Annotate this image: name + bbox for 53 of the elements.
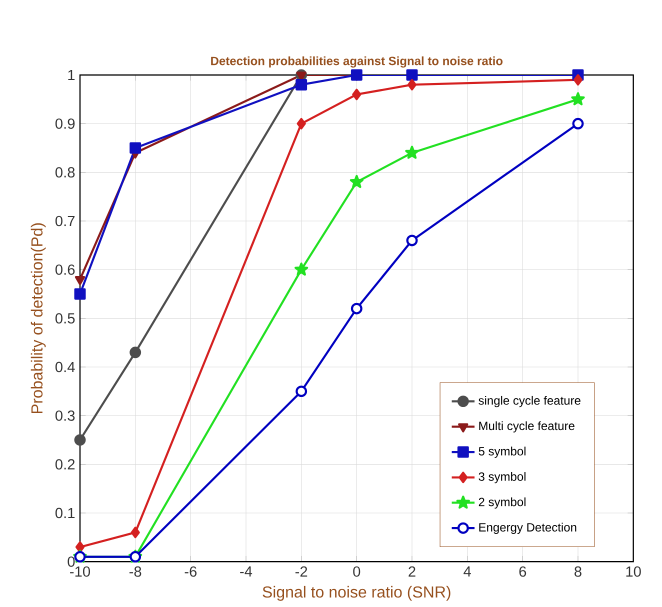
legend-label: 3 symbol <box>478 472 526 484</box>
legend-label: 5 symbol <box>478 446 526 458</box>
x-axis-title: Signal to noise ratio (SNR) <box>262 586 450 601</box>
chart-title: Detection probabilities against Signal to noise ratio <box>211 56 503 68</box>
x-tick-label: 2 <box>408 566 416 577</box>
y-tick-label: 0.5 <box>55 313 75 324</box>
y-tick-label: 0.3 <box>55 410 75 421</box>
legend-label: 2 symbol <box>478 497 526 509</box>
legend-label: single cycle feature <box>478 396 580 408</box>
point <box>352 88 362 100</box>
point <box>406 234 418 246</box>
x-tick-label: -4 <box>240 566 252 576</box>
point <box>294 262 308 276</box>
x-tick-label: 6 <box>519 566 526 577</box>
point <box>130 142 142 154</box>
point <box>407 78 417 90</box>
point <box>350 174 364 188</box>
y-axis-title: Probability of detection(Pd) <box>30 223 46 414</box>
point <box>571 92 585 106</box>
y-tick-label: 0 <box>68 556 75 567</box>
x-tick-label: 0 <box>353 566 360 577</box>
point <box>350 69 362 81</box>
y-tick-label: 0.8 <box>55 167 75 178</box>
point <box>405 146 419 159</box>
point <box>74 434 86 446</box>
x-tick-label: 4 <box>464 566 471 576</box>
legend-label: Multi cycle feature <box>479 421 574 432</box>
point <box>74 288 86 300</box>
x-tick-label: -8 <box>129 566 142 577</box>
point <box>296 118 306 130</box>
point <box>573 74 583 86</box>
x-tick-label: -2 <box>295 566 308 577</box>
y-tick-label: 0.4 <box>55 362 75 372</box>
y-tick-label: 0.2 <box>55 459 75 470</box>
point <box>572 118 584 130</box>
point <box>296 78 308 90</box>
x-tick-label: 10 <box>626 566 641 577</box>
y-tick-label: 0.9 <box>55 118 75 129</box>
y-tick-label: 0.7 <box>55 216 75 226</box>
y-tick-label: 0.6 <box>55 264 75 275</box>
y-tick-label: 0.1 <box>55 508 75 518</box>
x-tick-label: -6 <box>184 566 197 577</box>
point <box>350 302 362 314</box>
legend-label: Engergy Detection <box>479 522 576 534</box>
point <box>74 276 86 286</box>
point <box>406 69 418 81</box>
point <box>296 386 308 398</box>
x-tick-label: 8 <box>574 566 582 577</box>
point <box>130 526 140 538</box>
point <box>75 541 85 553</box>
y-tick-label: 1 <box>68 70 75 80</box>
x-tick-label: -10 <box>70 566 90 577</box>
point <box>130 346 142 358</box>
